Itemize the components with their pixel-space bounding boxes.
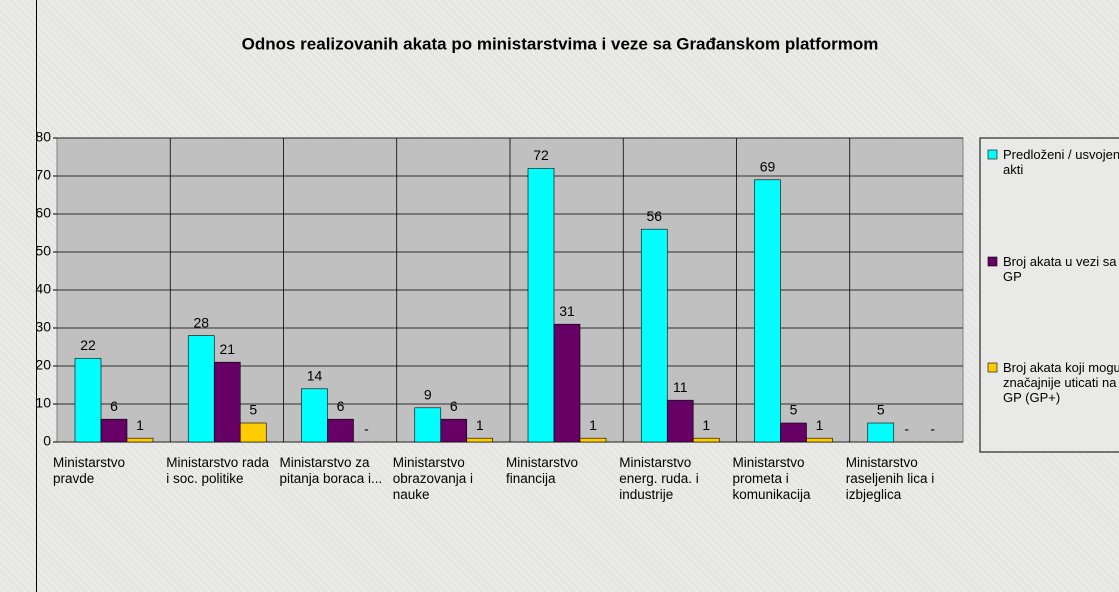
data-label: 1 xyxy=(816,417,824,433)
x-tick-label: Ministarstvo financija xyxy=(506,455,579,486)
bar xyxy=(754,179,781,443)
bar xyxy=(466,437,494,443)
data-label: 1 xyxy=(702,417,710,433)
bar xyxy=(414,407,442,443)
y-tick-label: 50 xyxy=(35,243,51,259)
bar xyxy=(301,388,328,443)
data-label: 22 xyxy=(80,337,96,353)
data-label: 1 xyxy=(136,417,144,433)
chart-title: Odnos realizovanih akata po ministarstvi… xyxy=(242,34,879,53)
x-tick-label: Ministarstvo energ. ruda. i industrije xyxy=(619,455,699,502)
data-label: 28 xyxy=(193,314,209,330)
data-label: 14 xyxy=(307,368,323,384)
bar xyxy=(74,358,102,443)
x-tick-label: Ministarstvo prometa i komunikacija xyxy=(732,455,811,502)
y-tick-label: 60 xyxy=(35,205,51,221)
legend-swatch xyxy=(987,362,998,373)
bar xyxy=(806,437,833,443)
data-label: 21 xyxy=(219,341,235,357)
data-label: 6 xyxy=(450,398,458,414)
data-label: 5 xyxy=(790,402,798,418)
data-label: 69 xyxy=(760,159,776,175)
y-tick-label: 30 xyxy=(35,319,51,335)
legend-swatch xyxy=(987,256,998,267)
data-label: 6 xyxy=(337,398,345,414)
bar xyxy=(640,228,668,443)
bar xyxy=(440,418,468,443)
data-label: 5 xyxy=(249,402,257,418)
data-label: - xyxy=(904,421,909,437)
x-tick-label: Ministarstvo obrazovanja i nauke xyxy=(392,455,474,502)
legend-label: Broj akata koji mogu značajnije uticati … xyxy=(1003,360,1119,405)
y-tick-label: 0 xyxy=(43,433,51,449)
bar xyxy=(666,399,694,443)
data-label: 1 xyxy=(476,417,484,433)
legend-swatch xyxy=(987,149,998,160)
bar xyxy=(100,418,128,443)
bar xyxy=(126,437,154,443)
y-tick-label: 70 xyxy=(35,167,51,183)
bar xyxy=(579,437,607,443)
bar xyxy=(239,422,267,443)
bar xyxy=(527,168,555,443)
y-tick-label: 10 xyxy=(35,395,51,411)
data-label: - xyxy=(364,421,369,437)
legend-label: Broj akata u vezi sa GP xyxy=(1003,254,1117,284)
data-label: 31 xyxy=(559,303,575,319)
x-tick-label: Ministarstvo za pitanja boraca i... xyxy=(279,455,383,486)
bar xyxy=(327,418,354,443)
bar xyxy=(692,437,720,443)
bar xyxy=(553,323,581,443)
bar xyxy=(213,361,241,443)
y-tick-label: 20 xyxy=(35,357,51,373)
legend-label: Predloženi / usvojeni akti xyxy=(1003,147,1119,177)
data-label: 1 xyxy=(589,417,597,433)
y-tick-label: 40 xyxy=(35,281,51,297)
y-tick-label: 80 xyxy=(35,129,51,145)
data-label: 56 xyxy=(646,208,662,224)
bar xyxy=(780,422,807,443)
x-tick-label: Ministarstvo rada i soc. politike xyxy=(166,455,270,486)
data-label: 5 xyxy=(877,402,885,418)
data-label: 11 xyxy=(673,379,688,395)
legend-box xyxy=(979,137,1119,453)
bar xyxy=(867,422,895,443)
x-tick-label: Ministarstvo pravde xyxy=(53,455,126,486)
x-tick-label: Ministarstvo raseljenih lica i izbjeglic… xyxy=(845,455,935,502)
data-label: 9 xyxy=(424,387,432,403)
data-label: - xyxy=(930,421,935,437)
bar xyxy=(187,335,215,443)
data-label: 72 xyxy=(533,147,549,163)
data-label: 6 xyxy=(110,398,118,414)
